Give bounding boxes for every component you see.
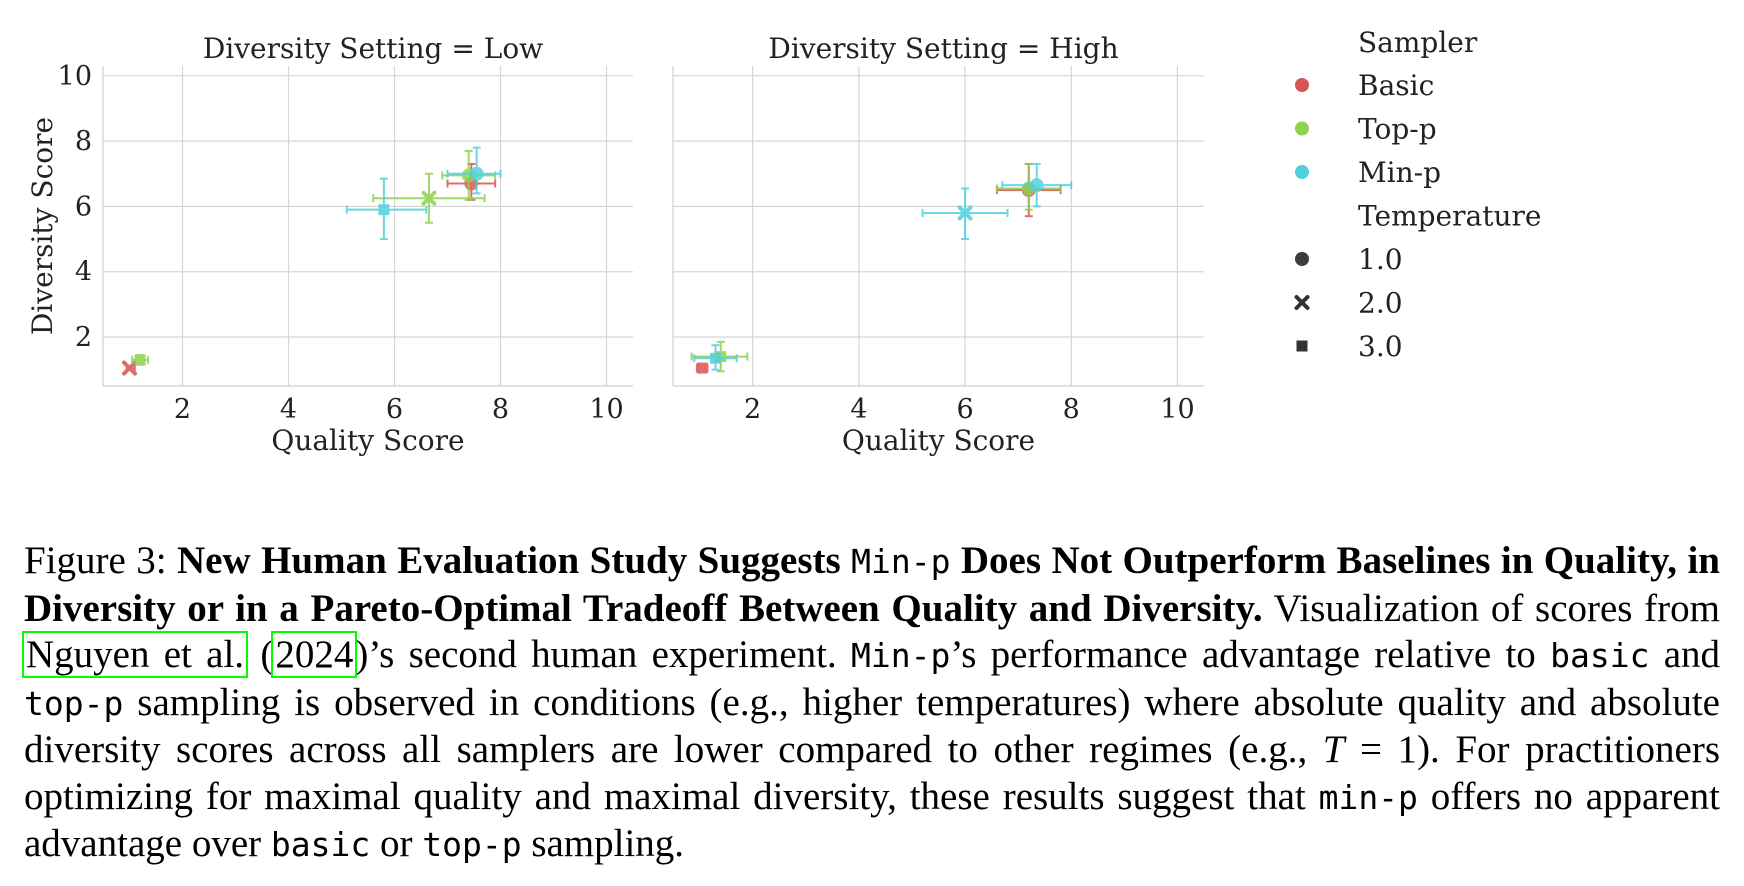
point-marker: [1029, 178, 1044, 193]
legend-marker: [1295, 78, 1309, 92]
x-tick-label: 6: [386, 394, 403, 425]
legend-item: Basic: [1358, 69, 1434, 102]
point-marker: [696, 362, 708, 374]
legend-item: Min-p: [1358, 156, 1441, 189]
point-marker: [421, 190, 437, 206]
x-tick-label: 10: [1160, 394, 1194, 425]
caption-minp-code: Min-p: [851, 542, 951, 581]
legend-marker: [1295, 252, 1309, 266]
data-point: [921, 187, 1009, 241]
point-marker: [378, 204, 390, 216]
y-tick-label: 2: [75, 322, 92, 353]
data-point: [345, 177, 428, 241]
caption-bold-title: New Human Evaluation Study Suggests Min-…: [24, 539, 1720, 630]
data-point: [122, 360, 137, 376]
citation-link-year[interactable]: 2024: [271, 631, 358, 678]
y-tick-label: 8: [75, 126, 92, 157]
y-tick-label: 6: [75, 191, 92, 222]
panel-title: Diversity Setting = Low: [203, 32, 543, 65]
x-axis-label: Quality Score: [842, 424, 1035, 457]
legend-item: 3.0: [1358, 330, 1403, 363]
x-tick-label: 6: [956, 394, 973, 425]
y-axis-label: Diversity Score: [26, 117, 59, 335]
point-marker: [709, 352, 721, 364]
data-point: [1001, 162, 1073, 208]
x-tick-label: 2: [744, 394, 761, 425]
code-top-p-2: top-p: [422, 825, 522, 864]
point-marker: [469, 166, 484, 181]
legend-marker: [1295, 165, 1309, 179]
legend-marker: [1295, 121, 1309, 136]
panel-low: Diversity Setting = Low 2 4 6 8 10 Quality Sco…: [26, 32, 633, 457]
code-minp: Min-p: [851, 636, 951, 675]
point-marker: [957, 205, 973, 221]
code-top-p: top-p: [24, 683, 124, 723]
figure-3: Diversity Setting = Low 2 4 6 8 10 Quality Sco…: [26, 26, 1541, 457]
legend-item: 1.0: [1358, 243, 1403, 276]
math-t: T: [1322, 728, 1345, 771]
data-point: [131, 353, 150, 366]
panel-high: Diversity Setting = High 2 4 6 8 10 Quality Sc…: [672, 32, 1204, 457]
x-tick-label: 4: [280, 394, 297, 425]
x-tick-label: 8: [492, 394, 509, 425]
data-point: [995, 162, 1062, 211]
y-tick-label: 4: [75, 257, 92, 288]
data-point: [441, 149, 497, 201]
scatter-chart: Diversity Setting = Low 2 4 6 8 10 Quality Sco…: [26, 26, 1541, 457]
code-min-p: min-p: [1318, 777, 1418, 817]
data-point: [446, 146, 502, 195]
data-point: [372, 172, 486, 224]
x-tick-label: 10: [589, 394, 623, 425]
legend-marker: [1296, 340, 1308, 352]
caption-label: Figure 3:: [24, 539, 178, 582]
data-point: [693, 344, 738, 371]
legend-item: Top-p: [1358, 113, 1437, 146]
legend: Sampler Basic Top-p Min-p Temperature 1.0 2.0 3…: [1294, 26, 1541, 363]
point-marker: [122, 360, 137, 376]
x-tick-label: 2: [174, 394, 191, 425]
code-basic-2: basic: [270, 825, 371, 864]
legend-title-temperature: Temperature: [1358, 200, 1541, 233]
legend-marker: [1294, 295, 1310, 310]
x-tick-label: 4: [850, 394, 867, 425]
panel-title: Diversity Setting = High: [768, 32, 1118, 65]
x-axis-label: Quality Score: [271, 424, 464, 457]
y-tick-label: 10: [58, 61, 92, 92]
code-basic: basic: [1550, 636, 1650, 675]
citation-link-authors[interactable]: Nguyen et al.: [21, 631, 249, 678]
figure-caption: Figure 3: New Human Evaluation Study Sug…: [21, 539, 1721, 865]
math-eq: = 1: [1344, 728, 1418, 771]
data-point: [695, 362, 709, 374]
legend-item: 2.0: [1358, 287, 1403, 320]
x-tick-label: 8: [1063, 394, 1080, 425]
point-marker: [134, 354, 146, 366]
legend-title-sampler: Sampler: [1358, 26, 1478, 59]
